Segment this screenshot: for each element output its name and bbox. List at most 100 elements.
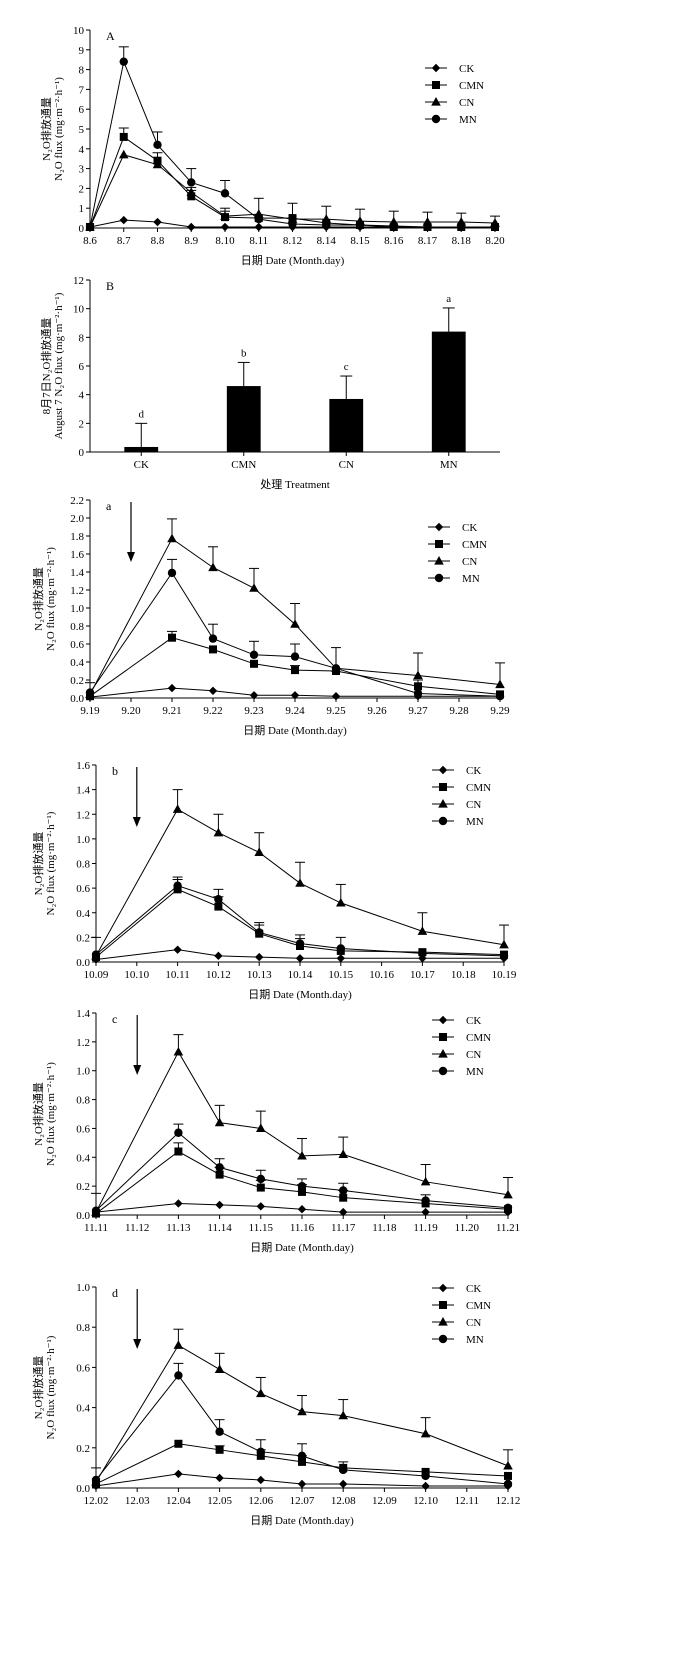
y-tick-label: 0.8 — [76, 1322, 90, 1334]
y-axis-title-cn: N₂O排放通量 — [31, 1356, 45, 1420]
x-tick-label: 10.13 — [247, 969, 272, 981]
data-point — [503, 1460, 513, 1470]
legend-label: MN — [462, 573, 480, 585]
legend-marker — [438, 1049, 448, 1058]
y-tick-label: 1.0 — [76, 1066, 90, 1078]
y-axis-title-cn: N₂O排放通量 — [31, 832, 45, 896]
data-point — [297, 1205, 307, 1214]
data-point — [331, 692, 341, 701]
data-point — [208, 686, 218, 695]
x-tick-label: 8.20 — [485, 235, 505, 247]
data-point — [503, 1479, 513, 1489]
legend-marker — [438, 816, 448, 826]
data-point — [331, 664, 341, 673]
x-tick-label: 11.11 — [84, 1222, 108, 1234]
data-point — [421, 1207, 430, 1217]
data-point — [423, 222, 432, 232]
x-tick-label: 9.28 — [449, 705, 469, 717]
data-point — [215, 1200, 224, 1210]
series-line — [89, 687, 500, 698]
data-point — [174, 1469, 183, 1479]
y-tick-label: 0.2 — [76, 1181, 90, 1193]
data-point — [295, 878, 305, 887]
data-point — [91, 1475, 101, 1485]
x-tick-label: 11.17 — [331, 1222, 356, 1234]
y-tick-label: 3 — [79, 164, 85, 176]
legend-marker — [439, 1033, 447, 1041]
x-tick-label: 8.18 — [452, 235, 472, 247]
fertilization-arrow-head — [133, 1065, 142, 1075]
y-tick-label: 1.4 — [70, 567, 84, 579]
chart-panel-B: 0 2 4 6 8 10 12 CK CMN CN MN 处理 Treatment 8月7日N₂O排放通… — [39, 275, 500, 491]
series-line — [95, 1202, 508, 1213]
legend-label: CK — [466, 1283, 481, 1295]
series-CMN — [86, 630, 504, 701]
significance-letter: a — [446, 293, 451, 305]
legend-marker — [438, 1317, 448, 1326]
data-point — [417, 926, 428, 935]
series-line — [95, 1132, 509, 1212]
x-tick-label: 9.19 — [80, 705, 100, 717]
data-point — [336, 944, 345, 953]
x-tick-label: 11.14 — [207, 1222, 232, 1234]
data-point — [495, 679, 505, 689]
data-point — [85, 222, 95, 232]
y-tick-label: 0.4 — [76, 1152, 90, 1164]
y-tick-label: 0.6 — [76, 883, 90, 895]
panel-label: b — [112, 764, 118, 778]
x-tick-label: 9.23 — [244, 705, 264, 717]
y-axis-title-cn: N₂O排放通量 — [31, 1082, 45, 1146]
x-tick-label: 11.15 — [249, 1222, 274, 1234]
data-point — [249, 650, 259, 659]
chart-panel-b: 0.0 0.2 0.4 0.6 0.8 1.0 1.2 1.4 1.6 10.09 10.10 10.… — [31, 760, 517, 1001]
data-point — [295, 954, 305, 963]
chart-panel-c: 0.0 0.2 0.4 0.6 0.8 1.0 1.2 1.4 11.11 11.12 11.13 1… — [31, 1008, 520, 1254]
x-tick-label: MN — [440, 459, 458, 471]
data-point — [215, 1427, 224, 1436]
series-line — [95, 885, 505, 957]
x-tick-label: 12.12 — [496, 1495, 521, 1507]
x-tick-label: 9.22 — [203, 705, 222, 717]
data-point — [153, 217, 162, 227]
data-point — [355, 220, 365, 230]
x-tick-label: 9.27 — [408, 705, 428, 717]
series-CMN — [92, 879, 508, 962]
data-point — [254, 847, 264, 857]
y-tick-label: 0.0 — [76, 957, 90, 969]
data-point — [173, 881, 182, 890]
legend-marker — [438, 1283, 448, 1293]
y-tick-label: 0.2 — [70, 675, 84, 687]
data-point — [220, 189, 230, 198]
data-point — [174, 1128, 183, 1137]
data-point — [490, 222, 500, 232]
data-point — [503, 1189, 513, 1199]
data-point — [214, 895, 223, 904]
legend-label: CMN — [466, 1032, 491, 1044]
data-point — [297, 1479, 307, 1489]
data-point — [389, 221, 398, 231]
legend-label: CN — [466, 1317, 481, 1329]
x-tick-label: 11.18 — [372, 1222, 397, 1234]
y-tick-label: 0.4 — [76, 1403, 90, 1415]
data-point — [256, 1123, 266, 1133]
y-axis-title-cn: 8月7日N₂O排放通量 — [39, 318, 53, 415]
data-point — [297, 1406, 307, 1416]
legend-marker — [434, 573, 444, 583]
x-tick-label: CK — [134, 459, 149, 471]
data-point — [173, 1340, 184, 1349]
y-axis-title-en: N₂O flux (mg·m⁻²·h⁻¹) — [45, 811, 57, 915]
x-tick-label: 10.16 — [369, 969, 394, 981]
data-point — [295, 939, 305, 948]
data-point — [119, 215, 128, 225]
data-point — [504, 1471, 512, 1480]
legend-marker — [431, 97, 441, 106]
x-tick-label: 12.03 — [125, 1495, 150, 1507]
data-point — [213, 827, 224, 837]
y-tick-label: 9 — [79, 45, 85, 57]
data-point — [167, 683, 177, 693]
x-tick-label: 9.21 — [162, 705, 181, 717]
x-axis-title: 日期 Date (Month.day) — [243, 724, 347, 737]
legend-marker — [432, 81, 440, 89]
legend-marker — [431, 114, 441, 124]
